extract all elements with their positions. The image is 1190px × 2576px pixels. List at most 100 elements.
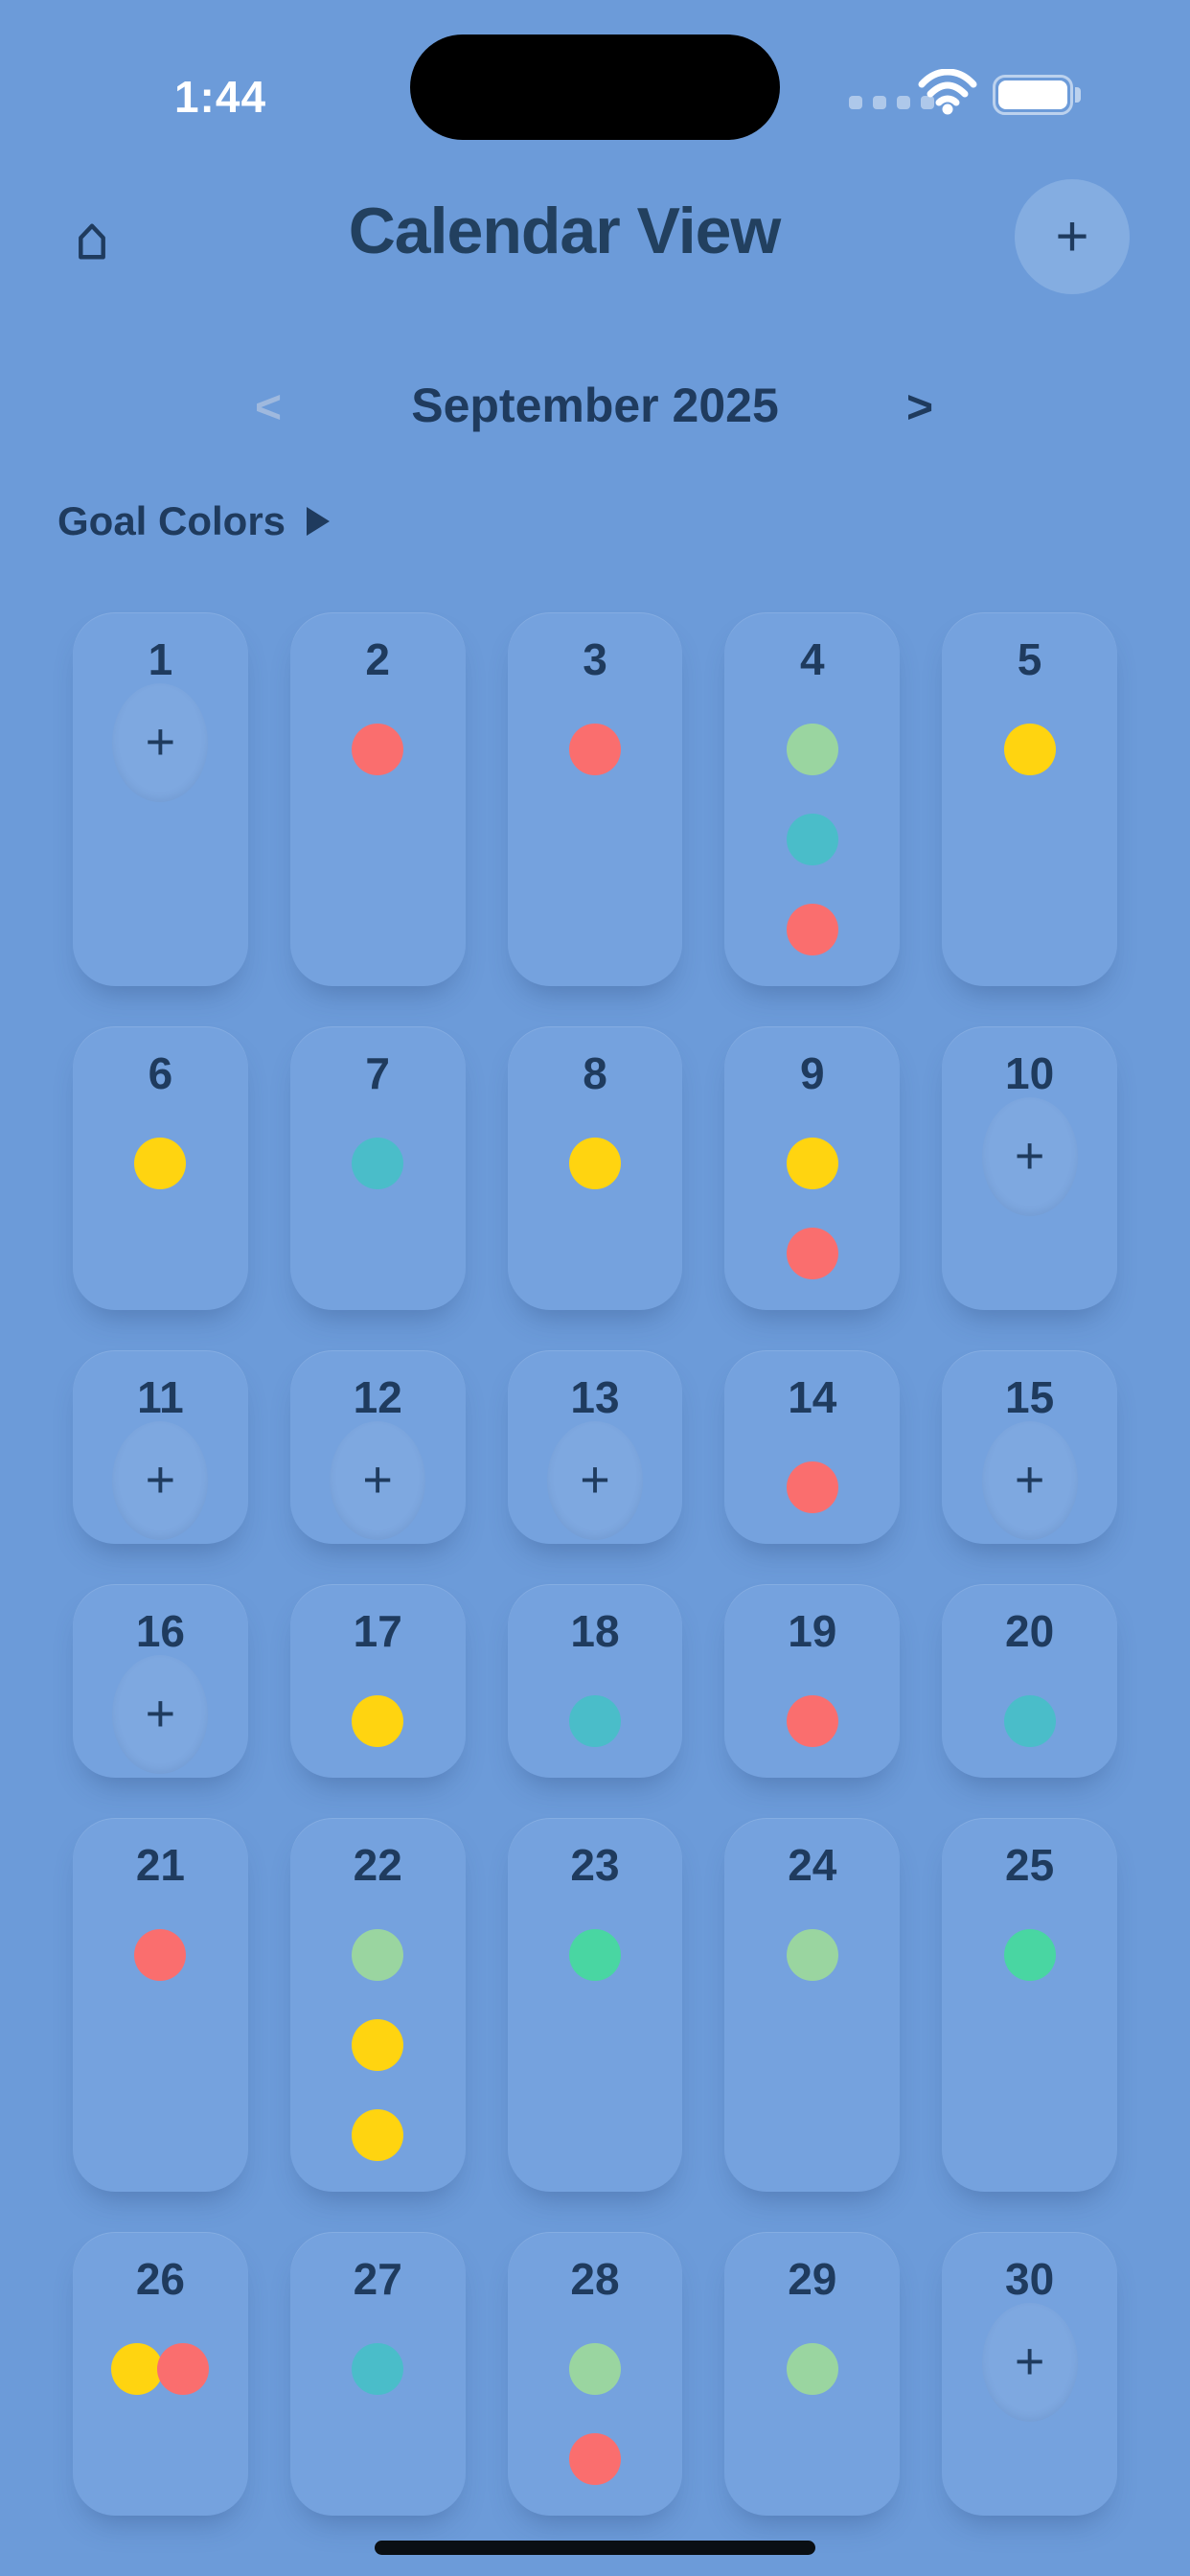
calendar-day-cell[interactable]: 10 + [942, 1026, 1117, 1310]
goal-dots [134, 1138, 187, 1189]
goal-dots [352, 1929, 404, 2161]
cellular-dots-icon [849, 96, 934, 109]
goal-colors-label: Goal Colors [57, 498, 286, 543]
goal-dot-yellow [568, 1138, 621, 1189]
goal-dot-green-light [352, 1929, 404, 1981]
calendar-day-cell[interactable]: 11 + [73, 1350, 248, 1544]
goal-dot-yellow [134, 1138, 187, 1189]
calendar-day-cell[interactable]: 29 [724, 2232, 901, 2516]
day-number: 9 [799, 1048, 825, 1098]
add-entry-button[interactable]: + [1015, 179, 1130, 294]
home-indicator[interactable] [375, 2541, 815, 2555]
plus-icon: + [145, 713, 176, 770]
day-number: 24 [788, 1840, 837, 1890]
goal-dots [134, 1929, 187, 1981]
plus-icon: + [362, 1451, 393, 1508]
calendar-day-cell[interactable]: 19 [724, 1584, 901, 1778]
goal-dot-red [786, 1461, 838, 1513]
page-title: Calendar View [348, 195, 782, 267]
day-number: 5 [1017, 634, 1042, 684]
day-number: 26 [135, 2254, 185, 2304]
day-number: 18 [570, 1606, 620, 1656]
prev-month-button[interactable]: < [254, 382, 283, 433]
calendar-day-cell[interactable]: 17 [289, 1584, 466, 1778]
calendar-day-cell[interactable]: 5 [942, 612, 1117, 986]
plus-icon: + [1014, 1451, 1045, 1508]
add-entry-affordance: + [112, 683, 209, 802]
month-label: September 2025 [411, 379, 779, 432]
calendar-day-cell[interactable]: 23 [507, 1818, 683, 2192]
goal-dot-green-light [786, 724, 838, 775]
plus-icon: + [580, 1451, 610, 1508]
calendar-day-cell[interactable]: 4 [724, 612, 901, 986]
calendar-day-cell[interactable]: 8 [507, 1026, 683, 1310]
calendar-day-cell[interactable]: 14 [724, 1350, 901, 1544]
calendar-day-cell[interactable]: 20 [942, 1584, 1117, 1778]
home-button[interactable] [65, 217, 119, 270]
add-entry-affordance: + [981, 1097, 1078, 1216]
battery-full-icon [993, 75, 1081, 115]
day-number: 25 [1005, 1840, 1055, 1890]
day-number: 3 [583, 634, 607, 684]
home-icon [67, 217, 117, 271]
goal-dots [1003, 1695, 1056, 1747]
day-number: 30 [1005, 2254, 1055, 2304]
day-number: 4 [799, 634, 825, 684]
calendar-day-cell[interactable]: 26 [73, 2232, 248, 2516]
calendar-day-cell[interactable]: 24 [724, 1818, 901, 2192]
add-entry-affordance: + [981, 1421, 1078, 1540]
next-month-button[interactable]: > [905, 382, 934, 433]
day-number: 8 [583, 1048, 607, 1098]
add-entry-affordance: + [112, 1421, 209, 1540]
goal-dot-green-mint [568, 1929, 621, 1981]
dynamic-island [410, 34, 780, 140]
calendar-day-cell[interactable]: 30 + [942, 2232, 1117, 2516]
calendar-day-cell[interactable]: 9 [724, 1026, 901, 1310]
calendar-day-cell[interactable]: 12 + [289, 1350, 466, 1544]
goal-dots [1003, 1929, 1056, 1981]
calendar-day-cell[interactable]: 22 [289, 1818, 466, 2192]
calendar-day-cell[interactable]: 27 [289, 2232, 466, 2516]
calendar-day-cell[interactable]: 13 + [507, 1350, 683, 1544]
add-entry-affordance: + [112, 1655, 209, 1774]
goal-dots [111, 2343, 210, 2395]
calendar-day-cell[interactable]: 1 + [73, 612, 248, 986]
calendar-day-cell[interactable]: 16 + [73, 1584, 248, 1778]
goal-dot-green-light [786, 2343, 838, 2395]
day-number: 13 [570, 1372, 620, 1422]
goal-dots [352, 1138, 404, 1189]
goal-dot-green-mint [1003, 1929, 1056, 1981]
day-number: 19 [788, 1606, 837, 1656]
calendar-day-cell[interactable]: 7 [289, 1026, 466, 1310]
calendar-day-cell[interactable]: 2 [289, 612, 466, 986]
day-number: 12 [353, 1372, 402, 1422]
goal-dot-yellow [352, 1695, 404, 1747]
goal-dot-red [352, 724, 404, 775]
goal-dots [352, 1695, 404, 1747]
calendar-day-cell[interactable]: 21 [73, 1818, 248, 2192]
plus-icon: + [1055, 204, 1089, 268]
day-number: 27 [353, 2254, 402, 2304]
calendar-day-cell[interactable]: 25 [942, 1818, 1117, 2192]
goal-dots [568, 1929, 621, 1981]
goal-dot-red [786, 1228, 838, 1279]
day-number: 1 [148, 634, 173, 684]
goal-dot-teal [568, 1695, 621, 1747]
goal-colors-expander[interactable]: Goal Colors [57, 498, 331, 544]
goal-dot-green-light [786, 1929, 838, 1981]
calendar-day-cell[interactable]: 28 [507, 2232, 683, 2516]
day-number: 11 [137, 1372, 184, 1422]
goal-dot-yellow [111, 2343, 164, 2395]
day-number: 21 [135, 1840, 185, 1890]
day-number: 14 [788, 1372, 837, 1422]
goal-dots [786, 1695, 838, 1747]
calendar-day-cell[interactable]: 3 [507, 612, 683, 986]
calendar-day-cell[interactable]: 18 [507, 1584, 683, 1778]
calendar-day-cell[interactable]: 6 [73, 1026, 248, 1310]
calendar-day-cell[interactable]: 15 + [942, 1350, 1117, 1544]
goal-dots [352, 724, 404, 775]
day-number: 2 [365, 634, 390, 684]
goal-dots [786, 1461, 838, 1513]
goal-dots [568, 1695, 621, 1747]
goal-dots [1003, 724, 1056, 775]
